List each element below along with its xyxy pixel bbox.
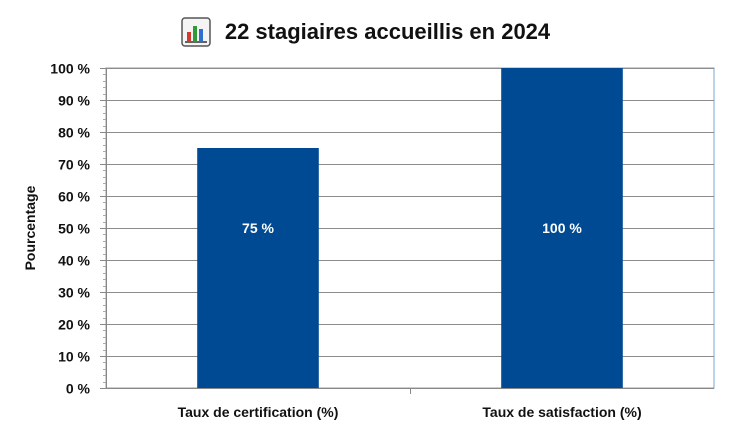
y-tick-label: 50 % (58, 221, 90, 237)
y-tick-label: 60 % (58, 189, 90, 205)
y-tick-label: 80 % (58, 125, 90, 141)
bar (501, 68, 623, 388)
y-tick-label: 0 % (66, 381, 91, 397)
y-tick-label: 20 % (58, 317, 90, 333)
x-tick-label: Taux de certification (%) (178, 404, 339, 420)
chart-title: 22 stagiaires accueillis en 2024 (224, 19, 551, 44)
bar-value-label: 100 % (542, 220, 582, 236)
chart-title-row: 22 stagiaires accueillis en 2024 (0, 14, 731, 50)
bar-value-label: 75 % (242, 220, 274, 236)
y-tick-label: 90 % (58, 93, 90, 109)
y-tick-label: 40 % (58, 253, 90, 269)
bar (197, 148, 319, 388)
x-tick-label: Taux de satisfaction (%) (482, 404, 641, 420)
y-tick-label: 100 % (50, 61, 90, 77)
bar-chart-icon (181, 17, 211, 47)
y-tick-label: 10 % (58, 349, 90, 365)
y-tick-label: 30 % (58, 285, 90, 301)
y-tick-label: 70 % (58, 157, 90, 173)
